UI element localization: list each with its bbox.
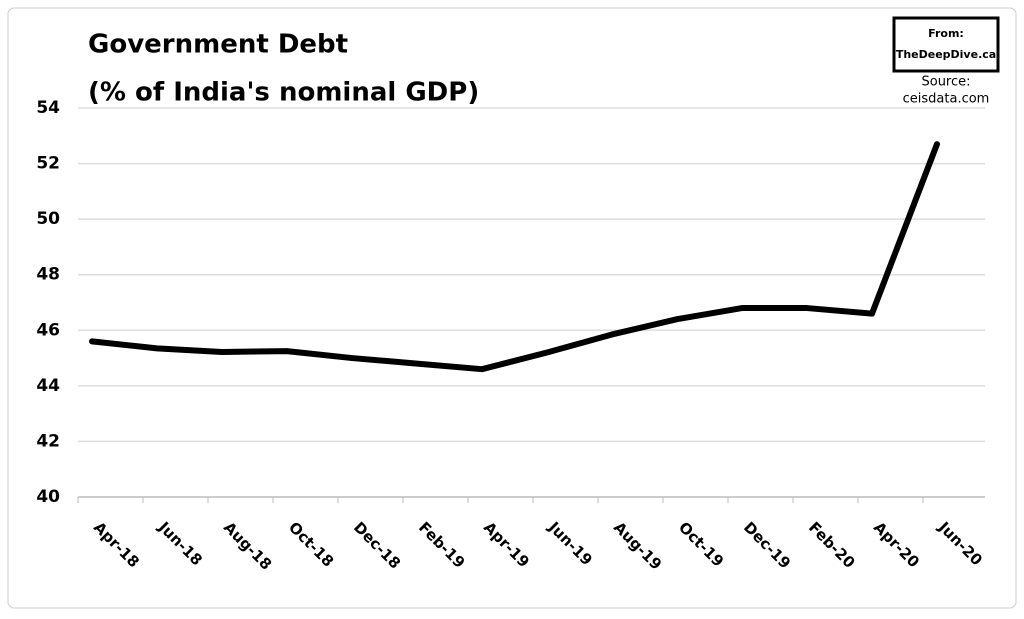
y-tick-label: 48	[36, 265, 60, 285]
badge-site: TheDeepDive.ca	[896, 48, 996, 61]
y-tick-label: 52	[36, 154, 60, 174]
y-tick-label: 44	[36, 376, 60, 396]
source-label: Source:	[921, 75, 970, 90]
badge	[892, 16, 1000, 73]
badge-from: From:	[928, 27, 964, 40]
y-tick-label: 50	[36, 209, 60, 229]
y-tick-label: 54	[36, 98, 60, 118]
y-tick-label: 40	[36, 487, 60, 507]
line	[89, 141, 940, 373]
y-tick-label: 46	[36, 320, 60, 340]
chart-subtitle: (% of India's nominal GDP)	[88, 78, 479, 108]
source: ceisdata.com	[903, 92, 990, 107]
chart-title: Government Debt	[88, 30, 348, 60]
frame	[7, 7, 1017, 609]
y-tick-label: 42	[36, 431, 60, 451]
